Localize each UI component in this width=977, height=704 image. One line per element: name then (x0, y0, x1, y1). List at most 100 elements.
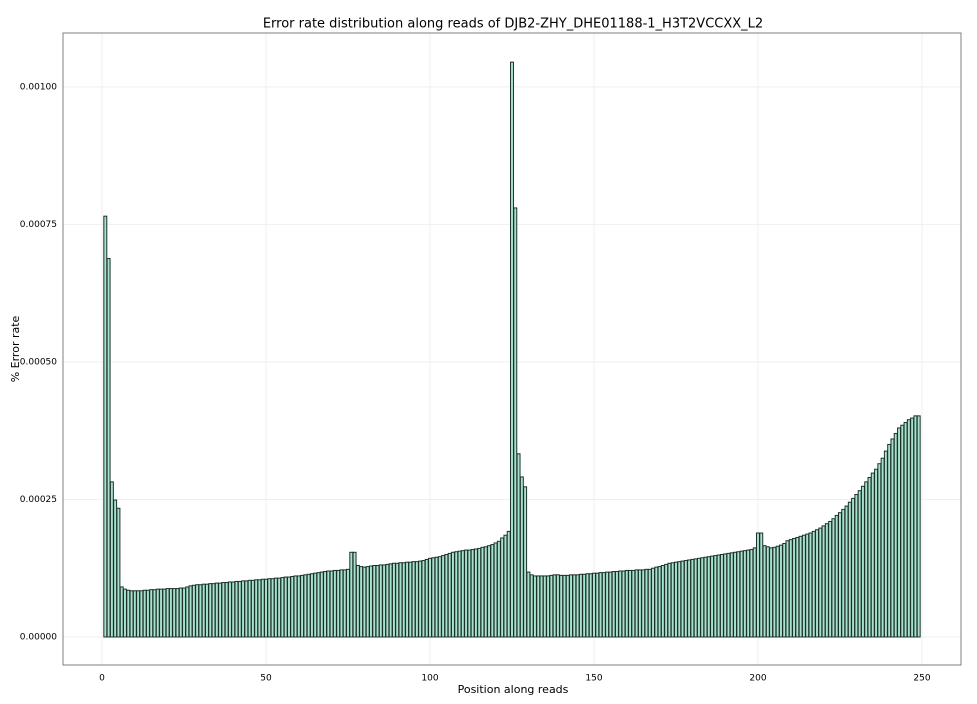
bar (103, 215, 108, 638)
bar (870, 472, 875, 638)
bar (565, 574, 570, 638)
bar (739, 550, 744, 638)
bar (588, 573, 593, 638)
bar (480, 546, 485, 638)
bar (634, 569, 639, 638)
bar (191, 584, 196, 638)
bar (614, 571, 619, 638)
bar (116, 507, 121, 638)
bar (716, 554, 721, 638)
x-tick-label: 50 (260, 674, 272, 684)
bar (444, 553, 449, 638)
bar (450, 551, 455, 638)
x-tick-label: 100 (421, 674, 438, 684)
bar (231, 581, 236, 638)
bar (811, 530, 816, 638)
bar (595, 572, 600, 638)
bar (851, 497, 856, 638)
bar (598, 572, 603, 638)
bar (401, 562, 406, 638)
bar (680, 560, 685, 638)
bar (244, 580, 249, 638)
bar (483, 546, 488, 638)
bar (260, 578, 265, 638)
bar (346, 568, 350, 638)
bar (838, 512, 842, 638)
bar (801, 534, 806, 638)
bar (582, 573, 587, 638)
bar (136, 590, 141, 638)
bar (123, 588, 127, 638)
bar (546, 575, 551, 638)
bar (657, 566, 662, 638)
bar (670, 562, 675, 638)
bar (503, 534, 508, 638)
bar (487, 545, 492, 638)
bar (559, 574, 564, 638)
bar (808, 532, 813, 638)
bar (605, 571, 610, 638)
x-tick-label: 250 (913, 674, 930, 684)
bar (756, 532, 760, 638)
bar (162, 588, 167, 638)
bar (457, 550, 462, 638)
bar (139, 590, 144, 638)
bar (660, 564, 665, 638)
bar (283, 576, 288, 638)
bar (683, 560, 688, 638)
bar (782, 542, 787, 638)
bar (368, 565, 373, 638)
bar (490, 544, 495, 638)
bar (647, 568, 652, 638)
bar (109, 481, 114, 638)
bar (592, 572, 596, 638)
bar (359, 566, 364, 638)
bar (332, 569, 337, 638)
bar (398, 562, 403, 638)
bar (264, 578, 268, 638)
bar (250, 579, 255, 638)
bar (726, 552, 731, 638)
bar (742, 550, 747, 638)
bar (175, 588, 180, 638)
bar (473, 548, 478, 638)
bar (519, 476, 524, 638)
bar (549, 574, 554, 638)
bar (841, 508, 846, 638)
bar (405, 561, 410, 638)
bar (303, 574, 308, 638)
bar (477, 547, 482, 638)
bar (172, 588, 177, 638)
bar (700, 557, 705, 638)
bar (464, 549, 469, 638)
bar (880, 457, 885, 638)
bar (611, 571, 616, 638)
bar (211, 583, 216, 638)
bar (280, 577, 285, 638)
bar (257, 579, 262, 638)
bar (385, 563, 390, 638)
bar (309, 573, 314, 638)
bar (769, 547, 774, 638)
bar (365, 566, 370, 638)
bar (270, 578, 275, 638)
bar (562, 574, 567, 638)
bar (388, 563, 393, 638)
bar (916, 415, 921, 638)
bar (775, 545, 780, 638)
y-tick-label: 0.00050 (20, 357, 57, 367)
bar (746, 549, 751, 638)
bar (762, 545, 767, 638)
bar (621, 570, 626, 638)
bar (578, 573, 583, 638)
bar (378, 564, 383, 638)
bar (821, 525, 826, 638)
bar (608, 571, 613, 638)
bar (349, 551, 354, 638)
bar (815, 529, 819, 638)
bar (644, 568, 649, 638)
bar (237, 580, 242, 638)
bar (214, 582, 219, 638)
bar (355, 564, 360, 638)
